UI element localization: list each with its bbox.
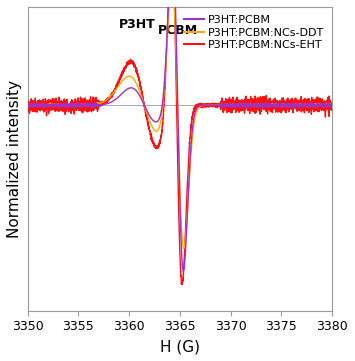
Text: PCBM: PCBM <box>158 24 198 37</box>
Text: P3HT: P3HT <box>119 18 155 31</box>
X-axis label: H (G): H (G) <box>160 339 200 354</box>
Legend: P3HT:PCBM, P3HT:PCBM:NCs-DDT, P3HT:PCBM:NCs-EHT: P3HT:PCBM, P3HT:PCBM:NCs-DDT, P3HT:PCBM:… <box>181 13 327 52</box>
Y-axis label: Normalized intensity: Normalized intensity <box>7 80 22 238</box>
